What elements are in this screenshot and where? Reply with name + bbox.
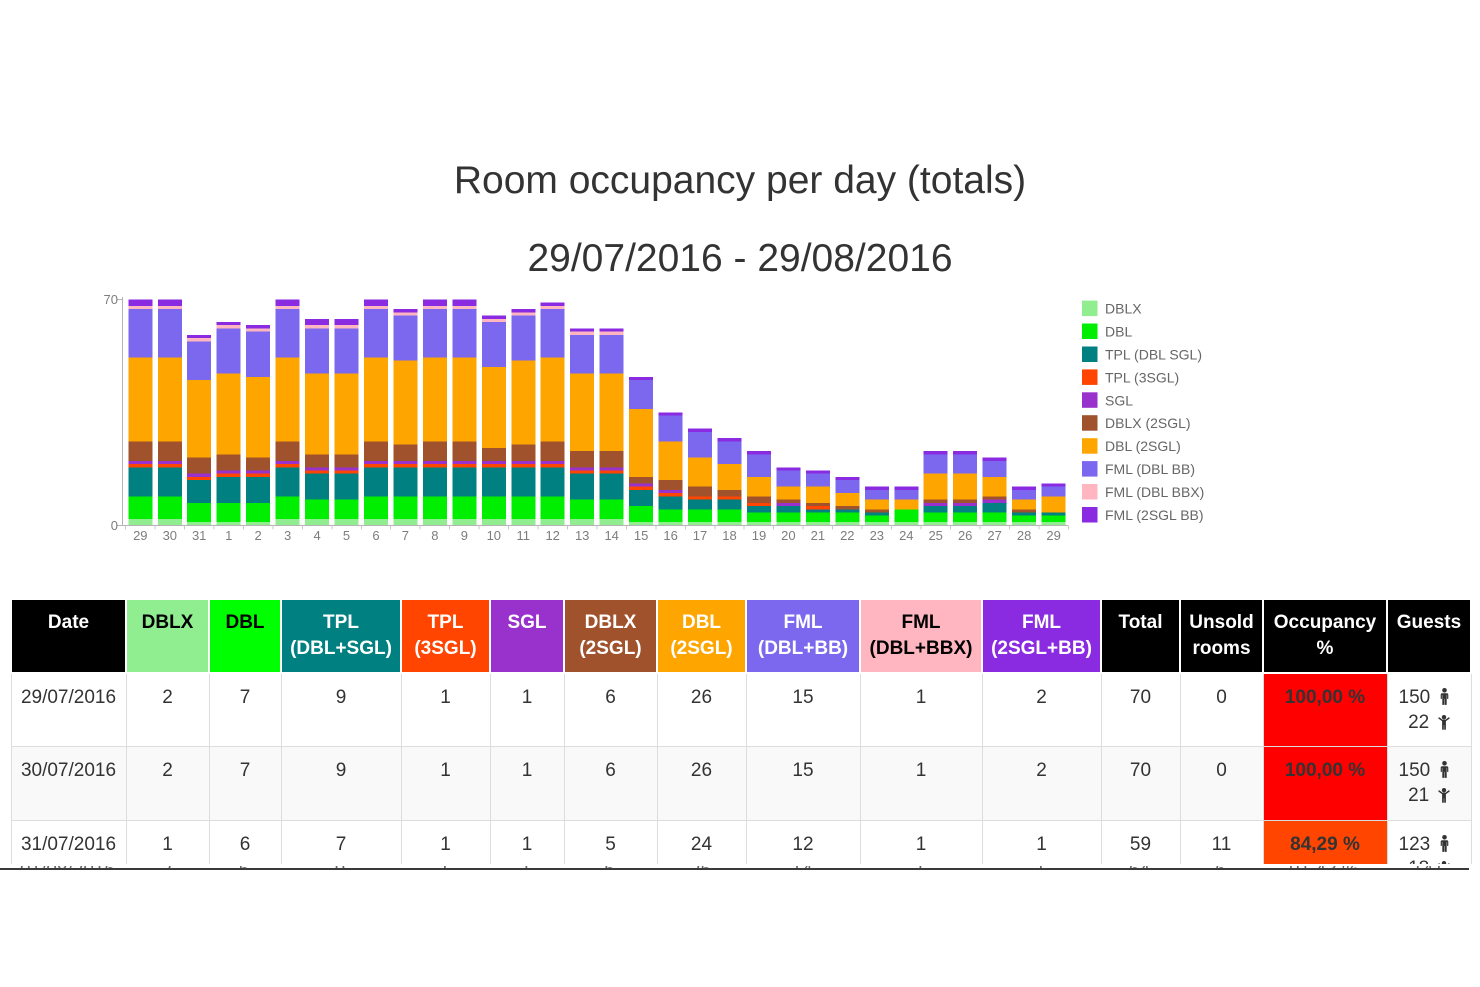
- svg-text:16: 16: [663, 528, 677, 543]
- svg-text:14: 14: [604, 528, 618, 543]
- svg-text:FML (DBL BB): FML (DBL BB): [1105, 461, 1195, 477]
- svg-text:21: 21: [811, 528, 825, 543]
- svg-text:6: 6: [372, 528, 379, 543]
- svg-text:4: 4: [313, 528, 320, 543]
- svg-text:5: 5: [343, 528, 350, 543]
- svg-text:9: 9: [461, 528, 468, 543]
- svg-text:24: 24: [899, 528, 913, 543]
- svg-text:17: 17: [693, 528, 707, 543]
- svg-text:29: 29: [1046, 528, 1060, 543]
- svg-text:DBL: DBL: [1105, 324, 1132, 340]
- svg-text:8: 8: [431, 528, 438, 543]
- svg-text:23: 23: [870, 528, 884, 543]
- svg-text:SGL: SGL: [1105, 392, 1133, 408]
- svg-text:70: 70: [104, 292, 118, 307]
- svg-text:1: 1: [225, 528, 232, 543]
- svg-text:20: 20: [781, 528, 795, 543]
- svg-text:7: 7: [402, 528, 409, 543]
- svg-text:10: 10: [487, 528, 501, 543]
- svg-text:0: 0: [111, 518, 118, 533]
- svg-text:22: 22: [840, 528, 854, 543]
- svg-text:2: 2: [254, 528, 261, 543]
- svg-text:18: 18: [722, 528, 736, 543]
- svg-text:DBLX: DBLX: [1105, 301, 1142, 317]
- svg-text:11: 11: [517, 528, 531, 543]
- svg-text:13: 13: [575, 528, 589, 543]
- svg-text:DBL (2SGL): DBL (2SGL): [1105, 438, 1181, 454]
- svg-text:28: 28: [1017, 528, 1031, 543]
- svg-text:TPL (3SGL): TPL (3SGL): [1105, 369, 1179, 385]
- svg-text:26: 26: [958, 528, 972, 543]
- svg-text:TPL (DBL SGL): TPL (DBL SGL): [1105, 347, 1202, 363]
- svg-text:15: 15: [634, 528, 648, 543]
- svg-text:FML (DBL BBX): FML (DBL BBX): [1105, 484, 1204, 500]
- svg-text:19: 19: [752, 528, 766, 543]
- svg-text:27: 27: [987, 528, 1001, 543]
- svg-text:3: 3: [284, 528, 291, 543]
- svg-text:12: 12: [545, 528, 559, 543]
- svg-text:30: 30: [163, 528, 177, 543]
- svg-text:29: 29: [133, 528, 147, 543]
- svg-text:31: 31: [192, 528, 206, 543]
- svg-text:25: 25: [928, 528, 942, 543]
- svg-text:DBLX (2SGL): DBLX (2SGL): [1105, 415, 1191, 431]
- svg-text:FML (2SGL BB): FML (2SGL BB): [1105, 507, 1204, 523]
